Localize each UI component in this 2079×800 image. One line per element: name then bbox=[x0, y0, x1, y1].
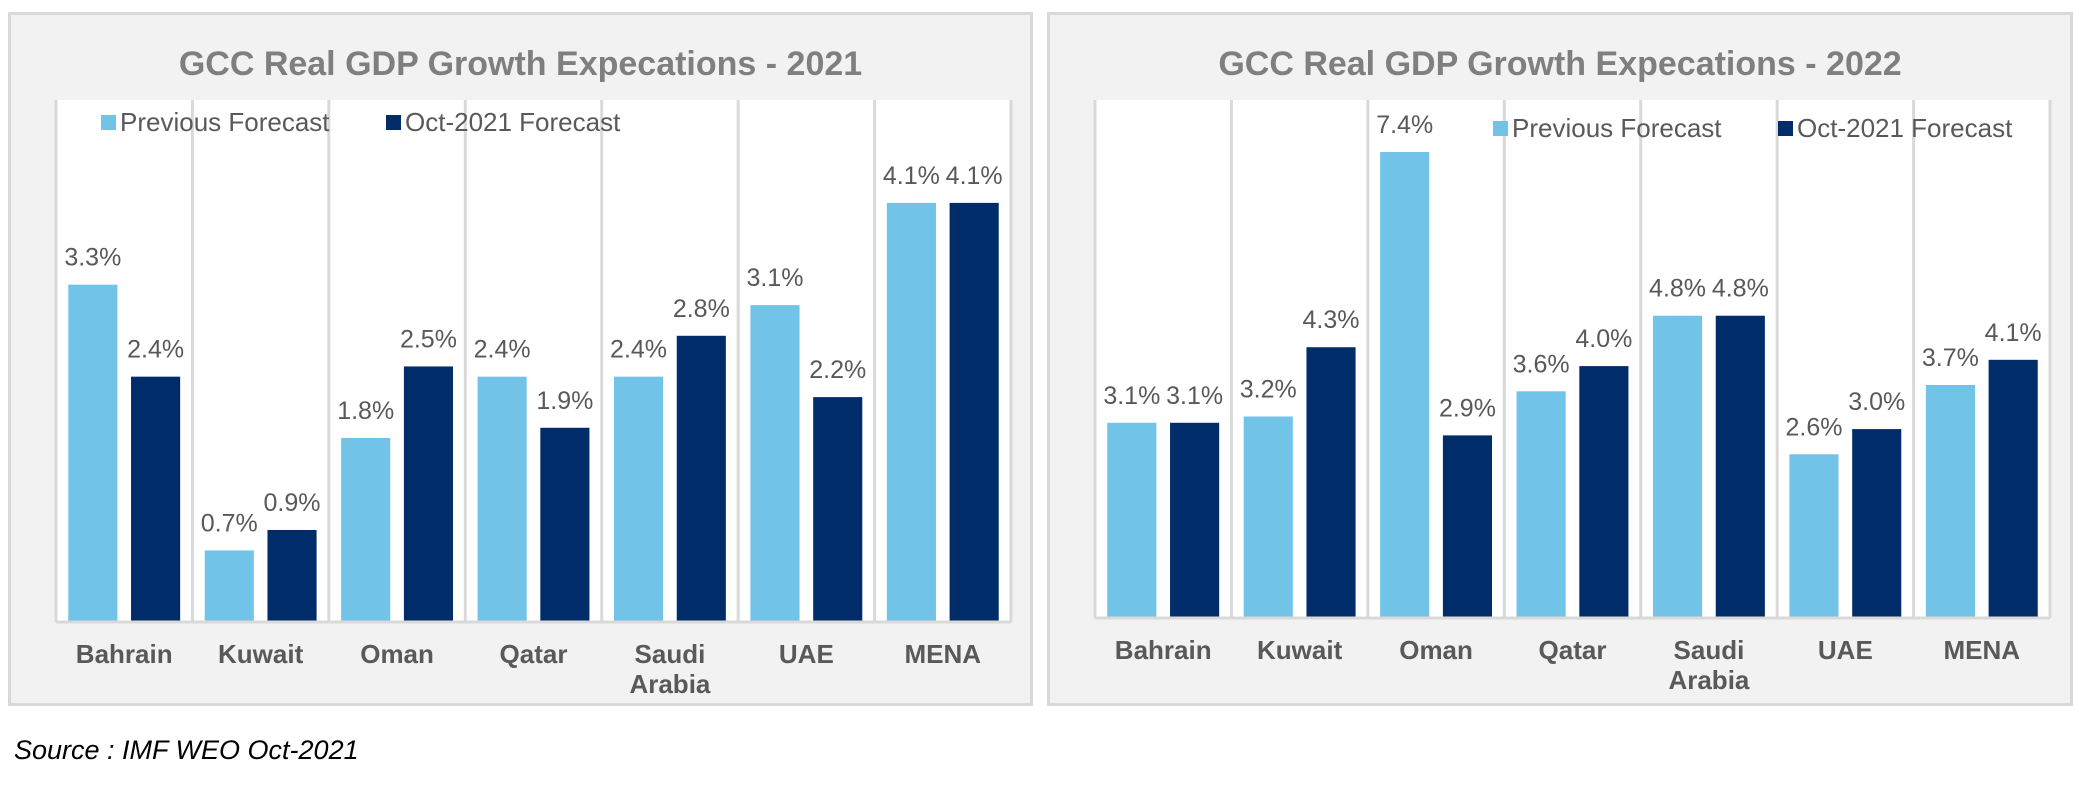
data-label: 3.7% bbox=[1922, 344, 1979, 372]
data-label: 3.3% bbox=[64, 244, 121, 272]
bar-previous bbox=[204, 550, 254, 622]
chart-panel-2022: GCC Real GDP Growth Expecations - 2022 3… bbox=[1047, 12, 2073, 706]
legend-swatch bbox=[386, 115, 401, 130]
legend-label: Oct-2021 Forecast bbox=[1797, 113, 2013, 143]
bar-previous bbox=[886, 202, 936, 622]
category-label: MENA bbox=[905, 639, 982, 669]
chart-title-2022: GCC Real GDP Growth Expecations - 2022 bbox=[1218, 45, 1902, 83]
bar-previous bbox=[1652, 315, 1703, 618]
data-label: 0.9% bbox=[264, 489, 321, 517]
data-label: 1.9% bbox=[536, 387, 593, 415]
bar-previous bbox=[1516, 391, 1566, 618]
source-note: Source : IMF WEO Oct-2021 bbox=[14, 735, 359, 765]
data-label: 4.1% bbox=[883, 162, 940, 190]
data-label: 3.1% bbox=[1166, 382, 1223, 410]
bar-oct2021 bbox=[403, 366, 454, 622]
bar-oct2021 bbox=[1579, 366, 1629, 618]
data-label: 4.1% bbox=[946, 162, 1003, 190]
chart-2022: 3.1% 3.2% 7.4% 3.6% 4.8% 2.6% 3.7% 3.1% 4.3% 2.9%… bbox=[1093, 100, 2052, 695]
legend-label: Oct-2021 Forecast bbox=[405, 107, 621, 137]
legend-swatch bbox=[1778, 121, 1793, 136]
legend-label: Previous Forecast bbox=[1512, 113, 1722, 143]
category-label: Arabia bbox=[629, 669, 710, 699]
plot-area bbox=[56, 100, 1011, 622]
bar-previous bbox=[1789, 454, 1839, 618]
category-label: Qatar bbox=[1539, 635, 1607, 665]
category-label: Saudi bbox=[1674, 635, 1745, 665]
chart-2021: 3.3% 0.7% 1.8% 2.4% 2.4% 3.1% 4.1% 2.4% 0.9% 2.5%… bbox=[54, 100, 1013, 699]
data-label: 2.5% bbox=[400, 325, 457, 353]
bar-oct2021 bbox=[1852, 429, 1902, 618]
bar-oct2021 bbox=[1170, 422, 1220, 618]
plot-area bbox=[1095, 100, 2050, 618]
category-label: Oman bbox=[1399, 635, 1473, 665]
legend-swatch bbox=[101, 115, 116, 130]
data-label: 3.2% bbox=[1240, 375, 1297, 403]
data-label: 2.2% bbox=[809, 356, 866, 384]
category-label: Arabia bbox=[1668, 665, 1749, 695]
data-label: 3.1% bbox=[1103, 382, 1160, 410]
bar-oct2021 bbox=[131, 376, 181, 622]
bar-oct2021 bbox=[1988, 359, 2038, 618]
data-label: 2.9% bbox=[1439, 394, 1496, 422]
category-label: Kuwait bbox=[218, 639, 304, 669]
bar-previous bbox=[1925, 385, 1975, 618]
bar-previous bbox=[613, 376, 664, 622]
bar-previous bbox=[1380, 152, 1430, 618]
bar-oct2021 bbox=[540, 427, 590, 622]
bar-previous bbox=[750, 305, 800, 622]
bar-previous bbox=[1107, 422, 1157, 618]
category-label: Kuwait bbox=[1257, 635, 1343, 665]
data-label: 4.8% bbox=[1649, 275, 1706, 303]
bar-oct2021 bbox=[813, 397, 863, 622]
data-label: 4.1% bbox=[1985, 319, 2042, 347]
bar-previous bbox=[477, 376, 527, 622]
chart-panel-2021: GCC Real GDP Growth Expecations - 2021 3… bbox=[8, 12, 1033, 706]
data-label: 3.6% bbox=[1513, 350, 1570, 378]
data-label: 2.4% bbox=[610, 336, 667, 364]
bar-oct2021 bbox=[267, 530, 317, 622]
bar-previous bbox=[68, 284, 118, 622]
bar-oct2021 bbox=[1306, 347, 1356, 618]
category-label: Saudi bbox=[635, 639, 706, 669]
data-label: 3.1% bbox=[746, 264, 803, 292]
category-label: UAE bbox=[779, 639, 834, 669]
category-label: MENA bbox=[1944, 635, 2021, 665]
bar-oct2021 bbox=[1715, 315, 1765, 618]
data-label: 2.4% bbox=[127, 336, 184, 364]
category-label: Qatar bbox=[500, 639, 568, 669]
chart-title-2021: GCC Real GDP Growth Expecations - 2021 bbox=[178, 45, 863, 83]
bar-oct2021 bbox=[949, 202, 999, 622]
bar-previous bbox=[341, 438, 391, 622]
legend-swatch bbox=[1493, 121, 1508, 136]
legend-label: Previous Forecast bbox=[120, 107, 330, 137]
bar-previous bbox=[1243, 416, 1293, 618]
data-label: 2.6% bbox=[1785, 413, 1842, 441]
data-label: 4.0% bbox=[1575, 325, 1632, 353]
category-label: Bahrain bbox=[76, 639, 173, 669]
data-label: 4.3% bbox=[1303, 306, 1360, 334]
bar-oct2021 bbox=[1442, 435, 1493, 618]
data-label: 3.0% bbox=[1848, 388, 1905, 416]
data-label: 2.8% bbox=[673, 295, 730, 323]
bar-oct2021 bbox=[676, 335, 726, 622]
data-label: 2.4% bbox=[474, 336, 531, 364]
category-label: UAE bbox=[1818, 635, 1873, 665]
data-label: 0.7% bbox=[201, 509, 258, 537]
category-label: Bahrain bbox=[1115, 635, 1212, 665]
data-label: 4.8% bbox=[1712, 275, 1769, 303]
data-label: 7.4% bbox=[1376, 111, 1433, 139]
data-label: 1.8% bbox=[337, 397, 394, 425]
category-label: Oman bbox=[360, 639, 434, 669]
